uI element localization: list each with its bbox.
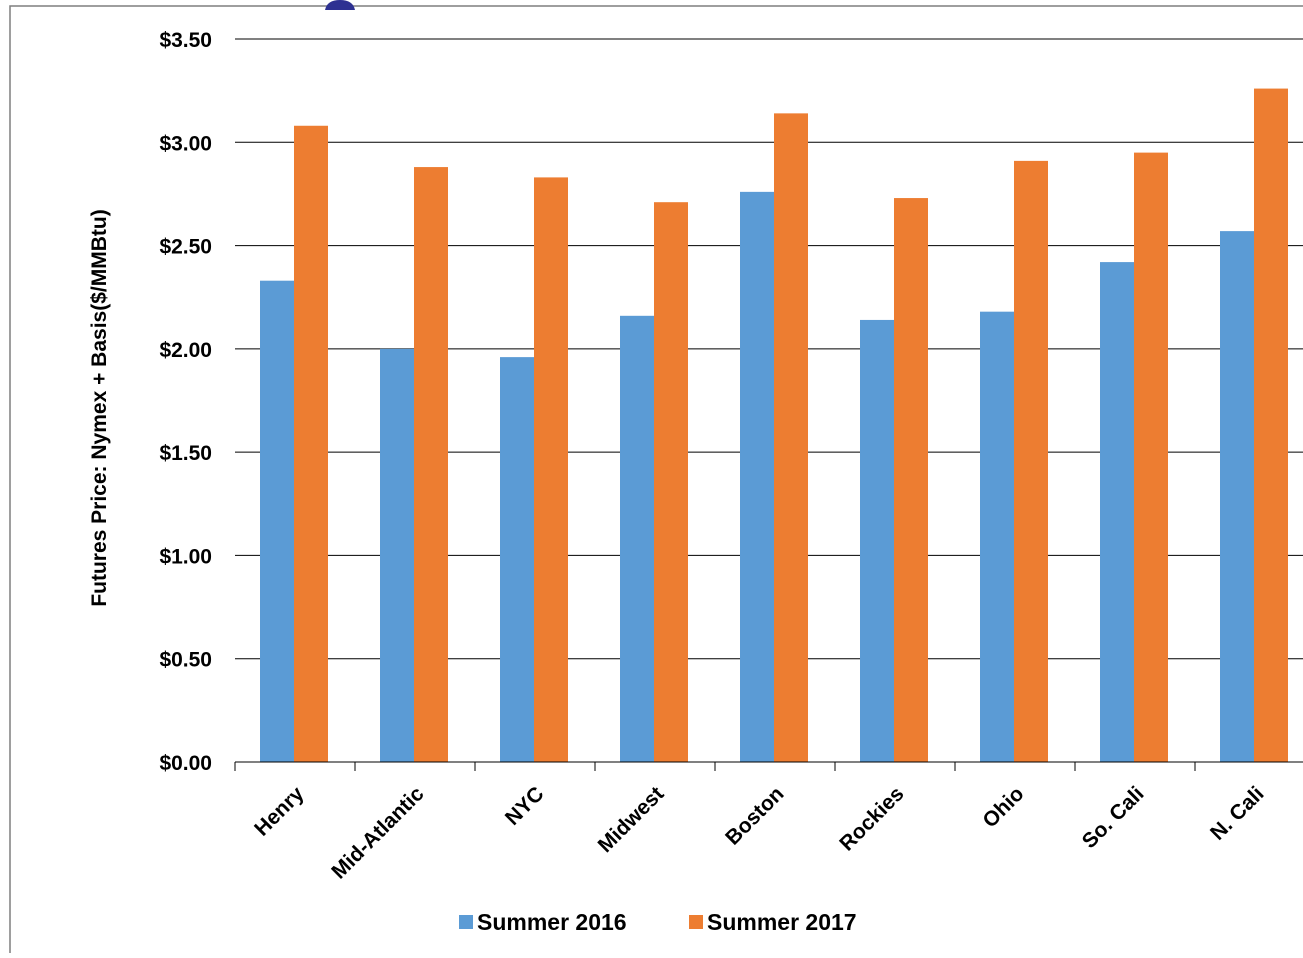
x-tick-label: NYC (501, 782, 549, 830)
bar-summer-2016-so-cali (1100, 262, 1134, 762)
y-tick-label: $1.00 (159, 545, 212, 568)
y-axis-tick-labels: $0.00 $0.50 $1.00 $1.50 $2.00 $2.50 $3.00 $3.50 (159, 29, 212, 775)
bar-summer-2017-henry (294, 125, 328, 762)
bar-summer-2016-boston (740, 191, 774, 762)
bars (260, 88, 1288, 763)
legend-label: Summer 2016 (477, 909, 627, 935)
x-tick-label: Rockies (835, 782, 908, 855)
x-tick-label: N. Cali (1206, 782, 1268, 844)
bar-summer-2017-so-cali (1134, 152, 1168, 763)
y-tick-label: $2.50 (159, 236, 212, 259)
y-tick-label: $2.00 (159, 339, 212, 362)
x-axis (234, 761, 1303, 771)
bar-summer-2016-midwest (620, 315, 654, 762)
y-axis-label: Futures Price: Nymex + Basis($/MMBtu) (88, 209, 111, 606)
x-tick-label: Henry (250, 782, 309, 841)
bar-summer-2017-nyc (534, 177, 568, 763)
bar-summer-2016-n-cali (1220, 231, 1254, 762)
y-tick-label: $3.50 (159, 29, 212, 52)
y-tick-label: $0.00 (159, 752, 212, 775)
bar-summer-2016-henry (260, 280, 294, 762)
bar-summer-2016-ohio (980, 311, 1014, 762)
bar-summer-2017-boston (774, 113, 808, 762)
x-tick-label: Midwest (594, 782, 669, 857)
x-tick-label: Ohio (978, 782, 1028, 832)
legend-label: Summer 2017 (707, 909, 857, 935)
bar-summer-2017-ohio (1014, 160, 1048, 762)
x-tick-label: Mid-Atlantic (327, 782, 428, 883)
bar-summer-2016-rockies (860, 319, 894, 762)
y-tick-label: $0.50 (159, 649, 212, 672)
legend-swatch (689, 915, 703, 929)
bar-summer-2017-midwest (654, 202, 688, 763)
legend: Summer 2016 Summer 2017 (459, 909, 857, 935)
y-tick-label: $3.00 (159, 132, 212, 155)
x-axis-tick-labels: Henry Mid-Atlantic NYC Midwest Boston Rockies… (250, 782, 1268, 883)
bar-summer-2017-rockies (894, 198, 928, 762)
bar-summer-2017-mid-atlantic (414, 167, 448, 762)
x-tick-label: Boston (721, 782, 788, 849)
x-tick-label: So. Cali (1078, 782, 1149, 853)
bar-summer-2017-n-cali (1254, 88, 1288, 762)
chart-border (9, 5, 1303, 958)
bar-summer-2016-nyc (500, 357, 534, 762)
corner-glyph (325, 0, 355, 10)
legend-swatch (459, 915, 473, 929)
bar-summer-2016-mid-atlantic (380, 348, 414, 762)
y-tick-label: $1.50 (159, 442, 212, 465)
